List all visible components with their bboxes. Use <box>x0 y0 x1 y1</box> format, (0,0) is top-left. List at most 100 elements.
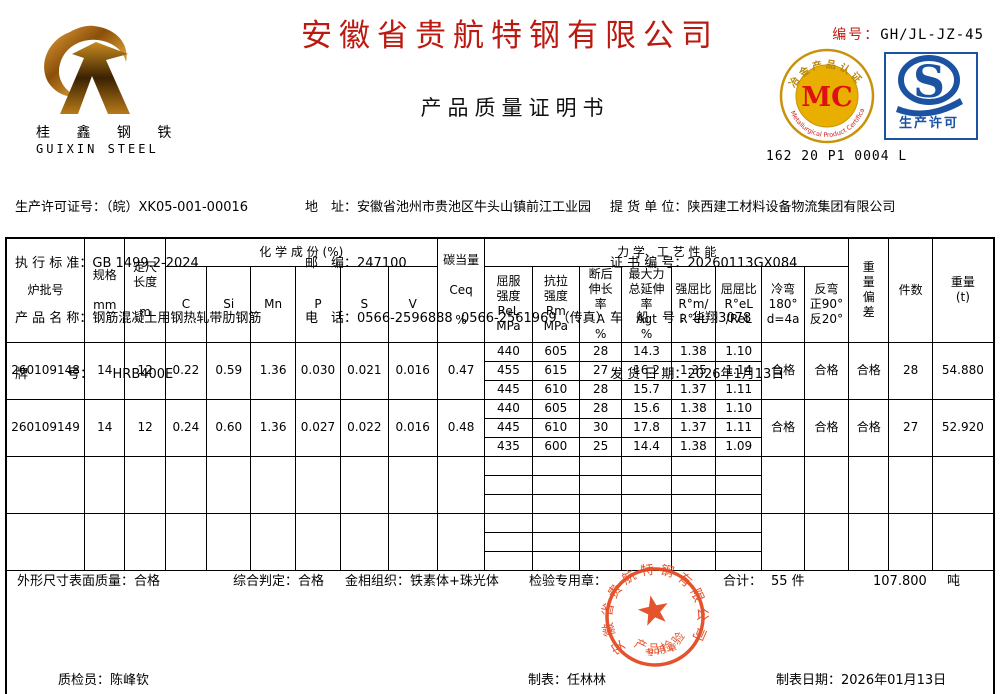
cell-strength-ratio: 1.38 <box>670 398 717 419</box>
cell-agt: 14.4 <box>621 436 672 457</box>
cell-yield-ratio: 1.11 <box>715 379 763 400</box>
cell-agt: 14.3 <box>621 341 672 362</box>
col-header-yield: 屈服 强度 ReL MPa <box>484 265 533 343</box>
cell-yield-ratio <box>715 512 763 533</box>
summary-total-pieces: 55 件 <box>771 573 805 589</box>
cell-cold-bend: 合格 <box>761 341 805 400</box>
cell-yield <box>484 550 533 571</box>
cell-yield-ratio <box>715 455 763 476</box>
cell-elongation: 28 <box>579 398 623 419</box>
mc-certificate-code: 162 20 P1 0004 L <box>766 149 908 164</box>
summary-row: 外形尺寸表面质量：合格 综合判定：合格 金相组织：铁素体+珠光体 检验专用章： … <box>5 569 995 694</box>
cell-spec <box>84 512 126 571</box>
cell-agt <box>621 455 672 476</box>
cell-elongation: 28 <box>579 341 623 362</box>
cell-tensile <box>531 531 581 552</box>
cell-tensile: 605 <box>531 398 581 419</box>
info-label: 生产许可证号： <box>15 200 107 215</box>
cell-elongation: 28 <box>579 379 623 400</box>
cell-reverse-bend <box>803 455 850 514</box>
cell-weight: 52.920 <box>931 398 995 457</box>
batch-subrow: 455 615 27 16.2 1.35 1.14 <box>6 360 994 381</box>
summary-total-unit: 吨 <box>947 573 961 589</box>
cell-agt: 17.8 <box>621 417 672 438</box>
cell-reverse-bend: 合格 <box>803 341 850 400</box>
serial-number: 编号：GH/JL-JZ-45 <box>832 24 984 44</box>
cell-yield-ratio: 1.10 <box>715 341 763 362</box>
cell-strength-ratio <box>670 455 717 476</box>
cell-tensile <box>531 512 581 533</box>
info-value: 陕西建工材料设备物流集团有限公司 <box>687 200 896 215</box>
cell-elongation <box>579 474 623 495</box>
serial-label: 编号： <box>832 27 881 43</box>
cell-chem-si: 0.60 <box>206 398 252 457</box>
cell-tensile <box>531 474 581 495</box>
cell-tensile <box>531 493 581 514</box>
cell-spec: 14 <box>84 341 126 400</box>
qs-license-mark: S 生产许可 <box>884 52 978 140</box>
document-title: 产品质量证明书 <box>420 96 610 120</box>
cell-yield-ratio <box>715 550 763 571</box>
cell-yield: 445 <box>484 379 533 400</box>
cell-yield: 440 <box>484 341 533 362</box>
col-header-ceq: 碳当量 Ceq % <box>436 237 486 343</box>
cell-chem-p <box>294 512 342 571</box>
col-header-v: V <box>387 265 438 343</box>
cell-tensile: 610 <box>531 417 581 438</box>
info-value: 安徽省池州市贵池区牛头山镇前江工业园 <box>357 200 592 215</box>
cell-weight-dev: 合格 <box>848 398 890 457</box>
cell-spec: 14 <box>84 398 126 457</box>
info-label: 地 址： <box>305 200 358 215</box>
cell-strength-ratio: 1.38 <box>670 436 717 457</box>
cell-yield <box>484 455 533 476</box>
cell-ceq: 0.47 <box>436 341 486 400</box>
cell-cold-bend <box>761 455 805 514</box>
footer-tabulator: 制表：任林林 <box>528 673 607 688</box>
cell-chem-si <box>206 512 252 571</box>
cell-elongation: 30 <box>579 417 623 438</box>
cell-length <box>124 455 166 514</box>
cell-tensile: 610 <box>531 379 581 400</box>
cell-yield <box>484 512 533 533</box>
cell-pieces <box>888 455 933 514</box>
cell-chem-si: 0.59 <box>206 341 252 400</box>
cell-chem-mn: 1.36 <box>250 398 296 457</box>
summary-total-weight: 107.800 <box>873 573 927 589</box>
col-header-c: C <box>164 265 208 343</box>
cell-agt <box>621 531 672 552</box>
mc-certification-block: MC 冶金产品认证 Metallurgical Product Certific… <box>766 42 908 164</box>
cell-heat-no <box>5 512 86 571</box>
cell-yield-ratio <box>715 493 763 514</box>
group-header-mechanical: 力 学、工 艺 性 能 <box>484 237 850 267</box>
col-header-elongation: 断后 伸长 率 A % <box>579 265 623 343</box>
cell-chem-c <box>164 512 208 571</box>
cell-pieces <box>888 512 933 571</box>
cell-chem-s: 0.021 <box>340 341 389 400</box>
cell-chem-v <box>387 512 438 571</box>
summary-structure: 金相组织：铁素体+珠光体 <box>345 573 499 589</box>
summary-seal-label: 检验专用章： <box>529 573 608 589</box>
cell-reverse-bend <box>803 512 850 571</box>
cell-yield <box>484 493 533 514</box>
cell-chem-p: 0.030 <box>294 341 342 400</box>
cell-weight-dev: 合格 <box>848 341 890 400</box>
cell-tensile <box>531 550 581 571</box>
batch-row <box>5 455 995 514</box>
info-line: 地 址：安徽省池州市贵池区牛头山镇前江工业园 <box>305 199 609 218</box>
footer-inspector: 质检员：陈峰钦 <box>58 673 150 688</box>
inspection-seal-stamp-icon: 安徽省贵航特钢有限公司 产品检验 专用章 <box>598 564 714 667</box>
batch-subrow: 435 600 25 14.4 1.38 1.09 <box>6 436 994 457</box>
svg-text:S: S <box>913 57 945 108</box>
col-header-pieces: 件数 <box>888 237 933 343</box>
svg-text:生产许可: 生产许可 <box>899 115 959 131</box>
cell-chem-s <box>340 512 389 571</box>
cell-yield <box>484 474 533 495</box>
cell-agt: 15.6 <box>621 398 672 419</box>
cell-elongation <box>579 512 623 533</box>
cell-strength-ratio <box>670 531 717 552</box>
cell-chem-v: 0.016 <box>387 398 438 457</box>
cell-chem-c: 0.22 <box>164 341 208 400</box>
cell-elongation: 25 <box>579 436 623 457</box>
cell-cold-bend <box>761 512 805 571</box>
cell-chem-s: 0.022 <box>340 398 389 457</box>
